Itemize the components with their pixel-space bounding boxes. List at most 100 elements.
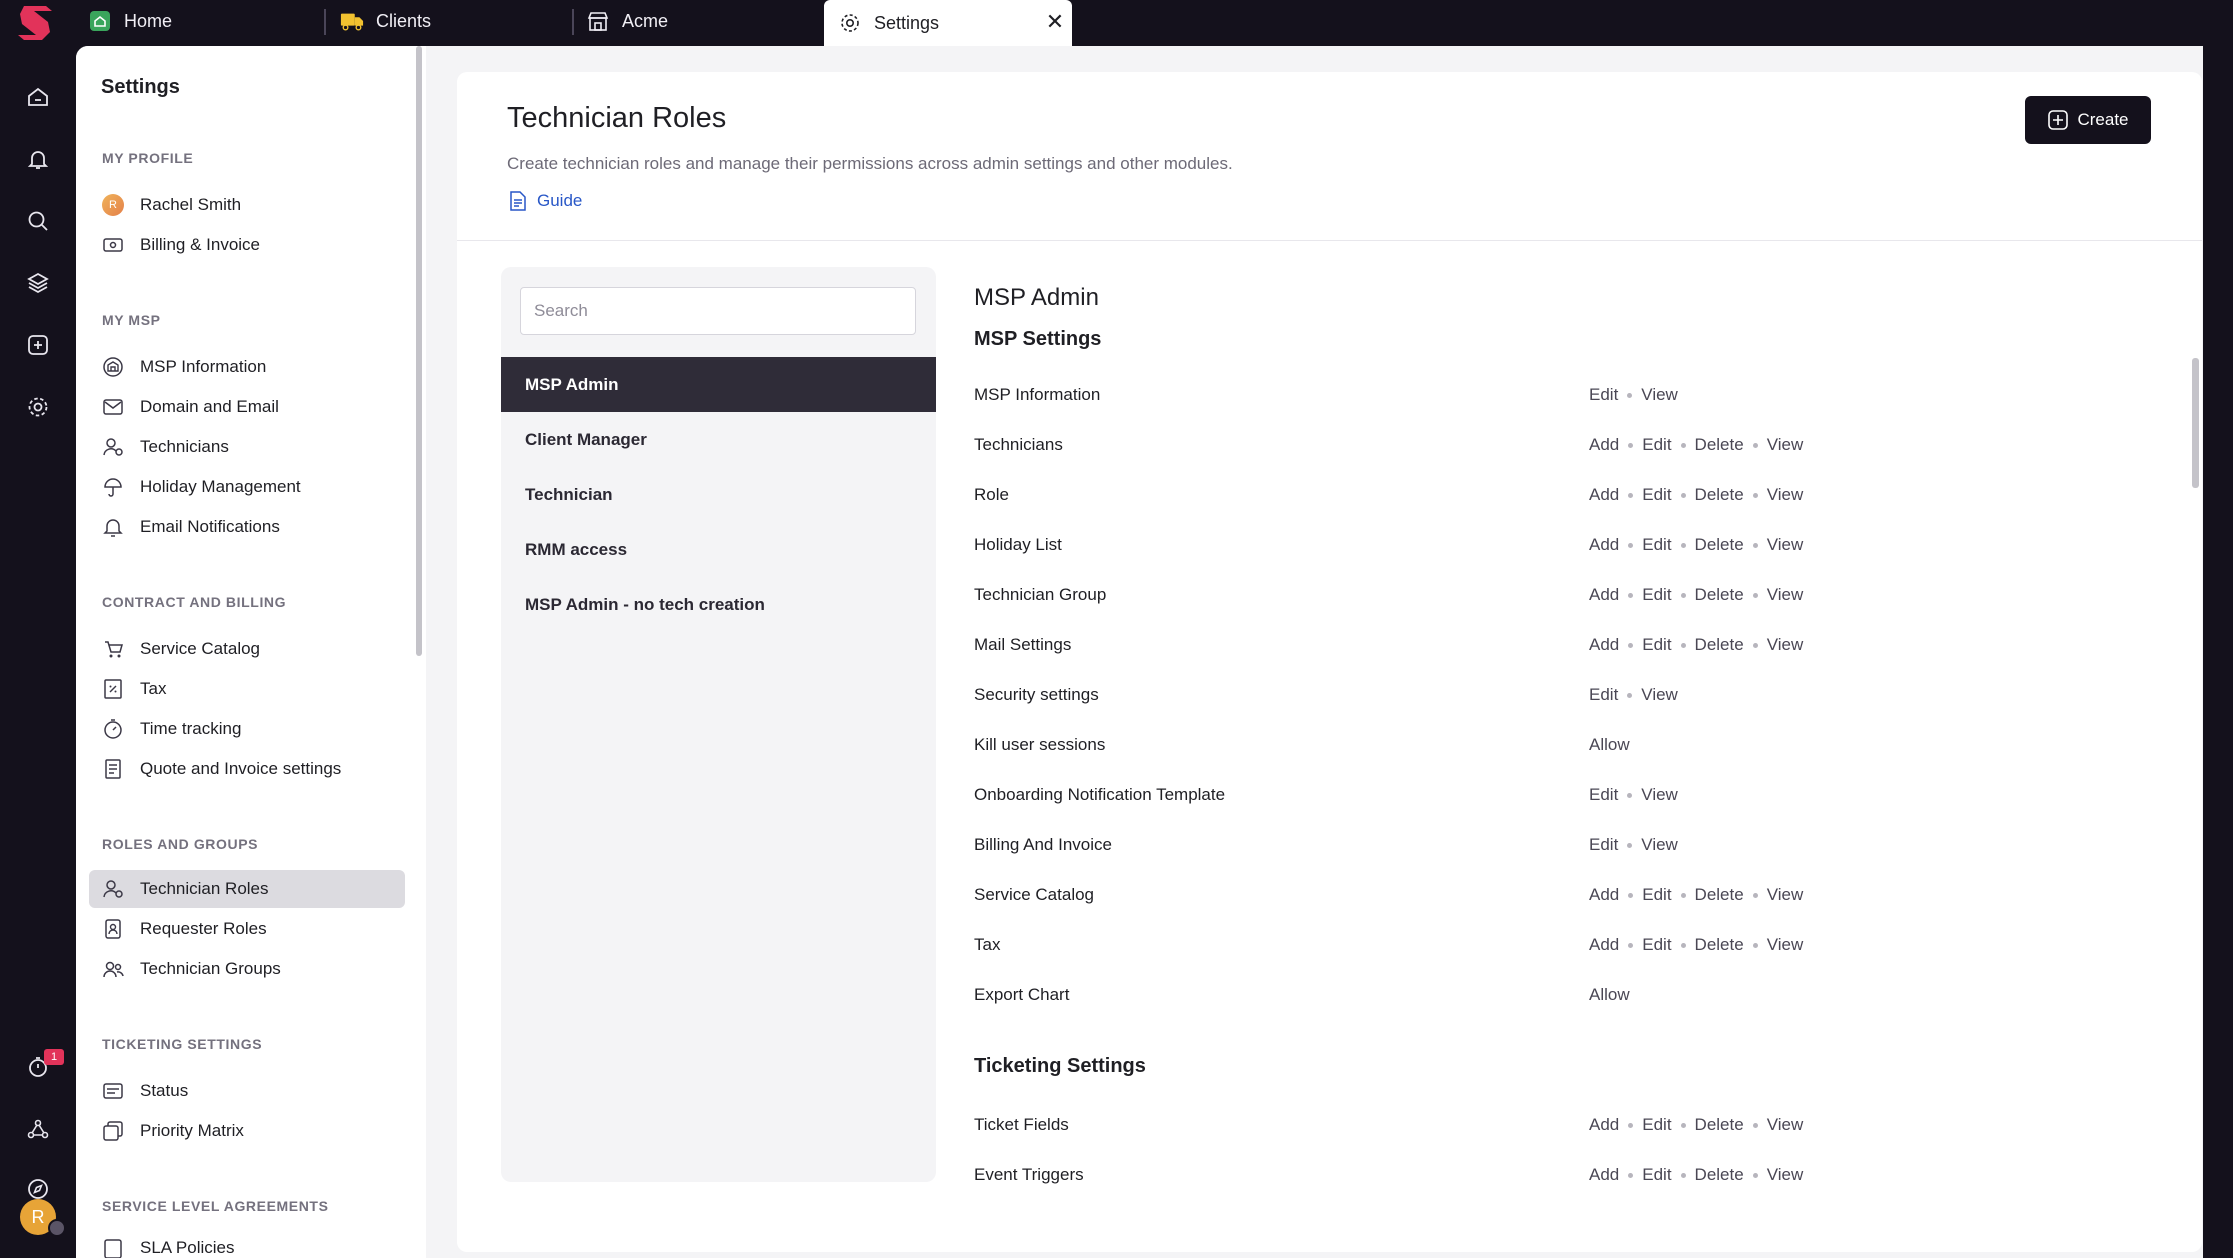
separator-dot — [1752, 1122, 1758, 1128]
separator-dot — [1628, 892, 1634, 898]
guide-link[interactable]: Guide — [507, 190, 582, 212]
sidebar-item-email-notifications[interactable]: Email Notifications — [89, 508, 405, 546]
permission-action-view: View — [1766, 1115, 1804, 1134]
separator-dot — [1627, 792, 1633, 798]
gear-icon — [838, 11, 862, 35]
role-item-msp-admin-no-tech[interactable]: MSP Admin - no tech creation — [525, 594, 765, 614]
sidebar-item-holiday-management[interactable]: Holiday Management — [89, 468, 405, 506]
permission-name: Event Triggers — [974, 1165, 1084, 1184]
role-item-rmm-access[interactable]: RMM access — [525, 539, 628, 559]
sidebar-scrollbar[interactable] — [416, 46, 422, 656]
compass-icon[interactable] — [23, 1174, 53, 1204]
permission-row: Kill user sessions Allow — [974, 731, 2124, 761]
permission-row: Billing And Invoice Edit View — [974, 831, 2124, 861]
tab-separator — [324, 9, 326, 35]
sidebar-item-time-tracking[interactable]: Time tracking — [89, 710, 405, 748]
sidebar-item-quote-invoice[interactable]: Quote and Invoice settings — [89, 750, 405, 788]
sidebar-item-msp-information[interactable]: MSP Information — [89, 348, 405, 386]
permission-action-add: Add — [1589, 635, 1620, 654]
sidebar-item-label: Status — [140, 1081, 189, 1100]
create-button[interactable]: Create — [2025, 96, 2151, 144]
permission-name: Ticket Fields — [974, 1115, 1069, 1134]
guide-label: Guide — [537, 191, 583, 210]
sidebar-item-technician-groups[interactable]: Technician Groups — [89, 950, 405, 988]
permission-row: MSP Information Edit View — [974, 381, 2124, 411]
permission-action-edit: Edit — [1642, 1165, 1672, 1184]
tab-acme[interactable]: Acme — [586, 0, 668, 42]
badge-icon — [102, 918, 124, 940]
sidebar-item-service-catalog[interactable]: Service Catalog — [89, 630, 405, 668]
document-icon — [510, 191, 526, 211]
separator-dot — [1680, 592, 1686, 598]
separator-dot — [1752, 942, 1758, 948]
permission-actions: Add Edit Delete View — [1589, 935, 1803, 955]
sidebar-item-technician-roles[interactable]: Technician Roles — [89, 870, 405, 908]
permission-actions: Add Edit Delete View — [1589, 585, 1803, 605]
permission-row: Onboarding Notification Template Edit View — [974, 781, 2124, 811]
separator-dot — [1752, 892, 1758, 898]
add-square-icon[interactable] — [23, 330, 53, 360]
permission-name: Onboarding Notification Template — [974, 785, 1226, 804]
permission-name: Mail Settings — [974, 635, 1072, 654]
tab-label: Settings — [874, 12, 940, 33]
sidebar-item-status[interactable]: Status — [89, 1072, 405, 1110]
role-item-technician[interactable]: Technician — [525, 484, 613, 504]
permission-actions: Add Edit Delete View — [1589, 885, 1803, 905]
separator-dot — [1628, 592, 1634, 598]
page-title: Technician Roles — [507, 102, 727, 134]
permission-row: Holiday List Add Edit Delete View — [974, 531, 2124, 561]
permission-actions: Add Edit Delete View — [1589, 1165, 1803, 1185]
permission-action-delete: Delete — [1694, 1165, 1744, 1184]
role-item-client-manager[interactable]: Client Manager — [525, 429, 647, 449]
timer-icon[interactable] — [23, 1052, 53, 1082]
permission-name: Service Catalog — [974, 885, 1095, 904]
permission-action-delete: Delete — [1694, 885, 1744, 904]
permission-name: Technician Group — [974, 585, 1107, 604]
permission-action-edit: Edit — [1642, 535, 1672, 554]
permission-action-add: Add — [1589, 535, 1620, 554]
sidebar-item-label: Requester Roles — [140, 919, 267, 938]
content-scrollbar[interactable] — [2192, 358, 2199, 488]
sidebar-item-billing[interactable]: Billing & Invoice — [89, 226, 405, 264]
sidebar-item-label: Email Notifications — [140, 517, 280, 536]
permission-action-view: View — [1766, 885, 1804, 904]
permission-action-view: View — [1766, 485, 1804, 504]
sidebar-item-label: Tax — [140, 679, 167, 698]
role-search-input[interactable] — [520, 287, 916, 335]
permission-actions: Allow — [1589, 985, 1630, 1005]
receipt-icon — [102, 758, 124, 780]
bell-icon[interactable] — [23, 144, 53, 174]
close-icon[interactable]: ✕ — [1045, 9, 1065, 34]
network-icon[interactable] — [23, 1114, 53, 1144]
role-item-msp-admin[interactable]: MSP Admin — [501, 357, 936, 412]
permission-row: Technicians Add Edit Delete View — [974, 431, 2124, 461]
tab-clients[interactable]: Clients — [340, 0, 431, 42]
sidebar-item-sla-policies[interactable]: SLA Policies — [89, 1234, 405, 1258]
separator-dot — [1627, 392, 1633, 398]
sidebar-item-profile[interactable]: R Rachel Smith — [89, 186, 405, 224]
permission-row: Event Triggers Add Edit Delete View — [974, 1161, 2124, 1191]
tab-home[interactable]: Home — [88, 0, 172, 42]
search-icon[interactable] — [23, 206, 53, 236]
sidebar-item-priority-matrix[interactable]: Priority Matrix — [89, 1112, 405, 1150]
sidebar-item-requester-roles[interactable]: Requester Roles — [89, 910, 405, 948]
home-square-icon — [88, 9, 112, 33]
separator-dot — [1627, 842, 1633, 848]
tab-settings[interactable]: Settings ✕ — [824, 0, 1072, 46]
app-logo[interactable] — [14, 2, 60, 42]
separator-dot — [1628, 492, 1634, 498]
store-icon — [586, 9, 610, 33]
separator-dot — [1628, 942, 1634, 948]
sidebar-item-tax[interactable]: Tax — [89, 670, 405, 708]
layers-icon[interactable] — [23, 268, 53, 298]
permission-row: Service Catalog Add Edit Delete View — [974, 881, 2124, 911]
permission-action-view: View — [1641, 835, 1678, 854]
permission-actions: Allow — [1589, 735, 1630, 755]
separator-dot — [1628, 1122, 1634, 1128]
sidebar-item-domain-email[interactable]: Domain and Email — [89, 388, 405, 426]
gear-icon[interactable] — [23, 392, 53, 422]
sidebar-item-technicians[interactable]: Technicians — [89, 428, 405, 466]
home-icon[interactable] — [23, 82, 53, 112]
permission-row: Security settings Edit View — [974, 681, 2124, 711]
